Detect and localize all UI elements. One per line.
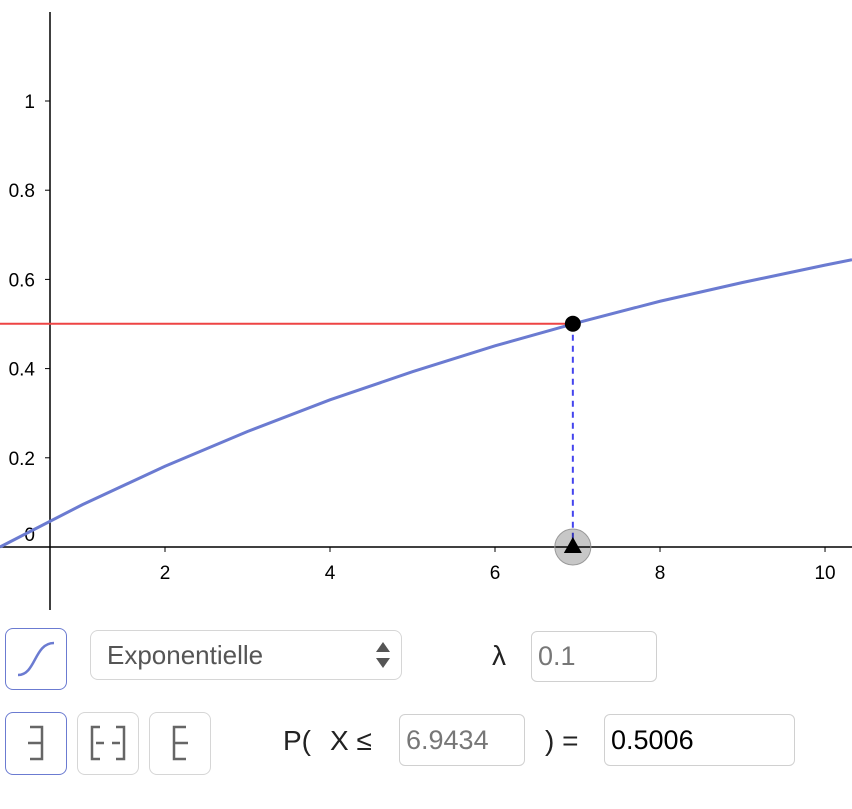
cumulative-toggle[interactable] <box>5 628 67 690</box>
x-tick-label: 10 <box>814 563 835 584</box>
cdf-point <box>564 315 581 332</box>
cdf-curve <box>0 258 852 549</box>
bound-input[interactable]: 6.9434 <box>399 714 525 766</box>
y-tick-label: 1 <box>24 92 35 113</box>
close-eq: ) = <box>545 725 579 756</box>
icon <box>90 725 126 761</box>
probability-input[interactable]: 0.5006 <box>604 714 795 766</box>
y-tick-label: 0.8 <box>9 181 35 202</box>
y-tick-label: 0.4 <box>9 360 36 381</box>
p-open: P( <box>283 725 311 756</box>
y-tick-label: 0 <box>24 525 35 546</box>
x-tick-label: 4 <box>325 563 336 584</box>
lambda-input[interactable]: 0.1 <box>531 631 657 682</box>
interval-button[interactable] <box>77 712 139 775</box>
icon <box>17 641 55 677</box>
y-tick-label: 0.6 <box>9 270 35 291</box>
y-tick-label: 0.2 <box>9 449 35 470</box>
x-tick-label: 8 <box>655 563 666 584</box>
icon <box>28 725 44 761</box>
distribution-select[interactable]: Exponentielle <box>90 630 402 680</box>
select-arrows <box>376 642 390 668</box>
icon <box>172 725 188 761</box>
x-tick-label: 2 <box>160 563 171 584</box>
distribution-name: Exponentielle <box>107 639 264 670</box>
x-le: X ≤ <box>330 725 372 756</box>
chart: 2 4 6 8 10 0 0.2 0.4 0.6 0.8 1 <box>0 12 852 610</box>
x-tick-label: 6 <box>490 563 501 584</box>
right-sided-button[interactable] <box>149 712 211 775</box>
bound-marker <box>563 536 582 553</box>
lambda-label: λ <box>492 640 506 671</box>
left-sided-button[interactable] <box>5 712 67 775</box>
